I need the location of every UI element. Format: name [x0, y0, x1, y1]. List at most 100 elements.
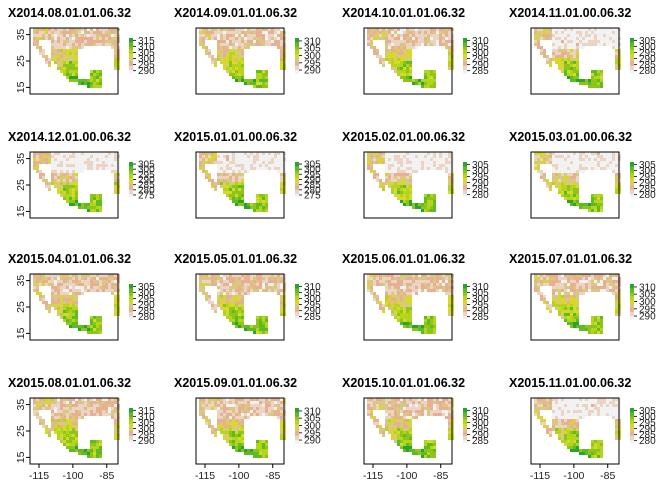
raster-cell — [241, 31, 244, 34]
raster-cell — [223, 40, 226, 43]
raster-cell — [433, 152, 436, 155]
raster-cell — [603, 286, 606, 289]
raster-cell — [430, 209, 433, 212]
raster-cell — [223, 52, 226, 55]
raster-cell — [114, 161, 117, 164]
raster-cell — [84, 401, 87, 404]
raster-cell — [75, 173, 78, 176]
raster-cell — [60, 161, 63, 164]
raster-cell — [102, 274, 105, 277]
raster-cell — [570, 304, 573, 307]
raster-cell — [379, 277, 382, 280]
raster-cell — [391, 170, 394, 173]
legend-swatch — [129, 192, 133, 195]
raster-cell — [205, 155, 208, 158]
raster-cell — [600, 73, 603, 76]
raster-cell — [406, 170, 409, 173]
raster-cell — [238, 64, 241, 67]
raster-cell — [591, 206, 594, 209]
raster-cell — [430, 37, 433, 40]
raster-cell — [406, 197, 409, 200]
raster-cell — [388, 176, 391, 179]
raster-cell — [78, 410, 81, 413]
raster-cell — [69, 407, 72, 410]
raster-cell — [379, 307, 382, 310]
legend-colorbar — [630, 38, 634, 74]
raster-cell — [588, 28, 591, 31]
raster-cell — [409, 316, 412, 319]
legend-swatch — [463, 170, 467, 173]
raster-cell — [385, 298, 388, 301]
raster-cell — [54, 55, 57, 58]
legend-swatch — [463, 176, 467, 179]
raster-cell — [433, 43, 436, 46]
raster-cell — [549, 182, 552, 185]
legend-swatch — [129, 182, 133, 185]
raster-cell — [552, 58, 555, 61]
raster-cell — [81, 167, 84, 170]
raster-cell — [250, 158, 253, 161]
raster-cell — [540, 283, 543, 286]
raster-cell — [564, 158, 567, 161]
raster-cell — [379, 61, 382, 64]
raster-cell — [223, 185, 226, 188]
raster-cell — [87, 167, 90, 170]
raster-cell — [591, 34, 594, 37]
raster-cell — [226, 422, 229, 425]
raster-cell — [57, 182, 60, 185]
raster-cell — [570, 34, 573, 37]
raster-cell — [229, 301, 232, 304]
raster-cell — [202, 170, 205, 173]
raster-cell — [400, 200, 403, 203]
raster-cell — [39, 46, 42, 49]
raster-cell — [379, 152, 382, 155]
raster-cell — [39, 31, 42, 34]
raster-cell — [238, 292, 241, 295]
raster-cell — [403, 152, 406, 155]
raster-cell — [63, 55, 66, 58]
legend-swatch — [463, 40, 467, 43]
raster-cell — [66, 419, 69, 422]
raster-cell — [199, 161, 202, 164]
raster-cell — [66, 428, 69, 431]
raster-cell — [421, 164, 424, 167]
raster-cell — [256, 76, 259, 79]
raster-cell — [78, 161, 81, 164]
raster-cell — [84, 410, 87, 413]
legend-swatch — [463, 164, 467, 167]
raster-cell — [96, 413, 99, 416]
raster-cell — [277, 152, 280, 155]
raster-cell — [615, 179, 618, 182]
raster-cell — [33, 161, 36, 164]
raster-cell — [90, 452, 93, 455]
raster-cell — [397, 46, 400, 49]
raster-cell — [247, 170, 250, 173]
raster-cell — [232, 437, 235, 440]
legend-label: 295 — [138, 294, 155, 305]
legend-swatch — [630, 285, 634, 288]
legend-label: 295 — [138, 170, 155, 181]
legend-swatch — [630, 54, 634, 56]
raster-cell — [226, 67, 229, 70]
raster-cell — [561, 161, 564, 164]
raster-cell — [51, 176, 54, 179]
raster-cell — [597, 206, 600, 209]
raster-cell — [42, 407, 45, 410]
raster-cell — [238, 440, 241, 443]
raster-cell — [105, 404, 108, 407]
raster-cell — [418, 43, 421, 46]
raster-cell — [558, 164, 561, 167]
raster-cell — [445, 286, 448, 289]
raster-cell — [238, 277, 241, 280]
legend-swatch — [463, 56, 467, 59]
raster-cell — [573, 64, 576, 67]
raster-cell — [66, 401, 69, 404]
raster-cell — [63, 70, 66, 73]
raster-cell — [90, 76, 93, 79]
raster-cell — [238, 46, 241, 49]
raster-cell — [259, 155, 262, 158]
raster-cell — [66, 173, 69, 176]
raster-cell — [594, 277, 597, 280]
raster-cell — [66, 185, 69, 188]
raster-cell — [373, 49, 376, 52]
